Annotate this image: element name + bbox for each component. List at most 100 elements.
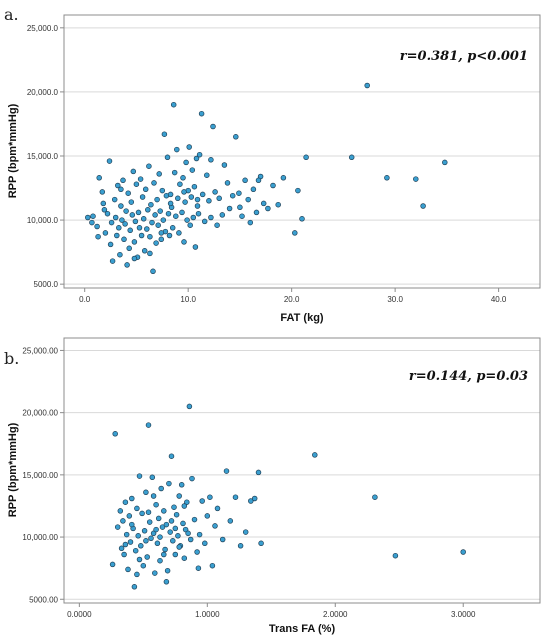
data-point [118, 186, 124, 193]
data-point [186, 144, 192, 150]
data-point [107, 241, 114, 248]
data-point [184, 217, 190, 223]
data-point [147, 250, 153, 257]
data-point [142, 186, 149, 193]
data-point [158, 230, 165, 236]
data-point [150, 493, 157, 499]
x-tick-label: 30.0 [387, 295, 403, 304]
data-point [237, 204, 243, 211]
data-point [114, 524, 121, 530]
data-point [132, 547, 139, 554]
data-point [167, 191, 174, 198]
data-point [191, 183, 198, 190]
data-point [210, 123, 216, 130]
data-point [129, 212, 136, 218]
data-point [392, 552, 399, 559]
x-tick-labels-a: 0.0 10.0 20.0 30.0 40.0 [79, 288, 507, 304]
data-point [155, 222, 161, 228]
scatter-panel-a: a. 5000.0 10,000.0 15,000.0 20,000.0 25,000.… [4, 5, 541, 324]
data-point [182, 526, 189, 533]
data-point [171, 504, 177, 510]
plot-frame-b [63, 337, 541, 604]
x-tick-label: 20.0 [284, 295, 300, 304]
y-tick-label: 10,000.0 [27, 216, 59, 225]
data-point [182, 199, 188, 205]
y-tick-label: 5000.00 [29, 595, 58, 604]
data-point [130, 168, 137, 175]
data-point [104, 210, 111, 217]
grid-b [64, 349, 540, 600]
data-point [123, 531, 130, 538]
data-point [151, 180, 157, 186]
data-point [188, 194, 195, 200]
data-point [136, 473, 143, 479]
data-point [251, 495, 258, 502]
data-point [154, 196, 160, 203]
plot-frame-a [63, 14, 541, 289]
data-point [196, 531, 203, 538]
data-point [159, 524, 166, 530]
data-point [384, 175, 390, 181]
data-point [100, 200, 107, 207]
y-tick-label: 20,000.00 [22, 409, 58, 418]
data-point [127, 539, 134, 545]
data-point [166, 232, 173, 239]
data-point [413, 176, 419, 182]
data-point [112, 431, 118, 437]
data-point [420, 203, 426, 209]
data-point [247, 219, 254, 226]
data-point [134, 505, 140, 512]
data-point [245, 196, 251, 203]
data-point [170, 101, 177, 108]
data-point [229, 192, 236, 199]
data-point [258, 540, 264, 547]
data-point [90, 213, 96, 219]
data-point [148, 201, 154, 208]
data-point [141, 248, 148, 254]
data-point [101, 207, 108, 213]
y-tick-label: 25,000.0 [27, 24, 59, 33]
data-point [187, 222, 193, 228]
data-point [237, 543, 244, 549]
data-point [143, 538, 149, 544]
data-point [180, 520, 186, 527]
data-point [150, 530, 157, 537]
y-tick-label: 5000.0 [34, 280, 59, 289]
data-point [118, 545, 125, 552]
data-point [153, 501, 159, 508]
data-point [204, 172, 210, 178]
data-point [144, 226, 150, 232]
data-point [181, 503, 188, 509]
data-point [111, 196, 118, 203]
data-point [161, 551, 167, 558]
data-point [172, 551, 179, 558]
data-point [250, 186, 257, 193]
y-tick-label: 15,000.00 [22, 471, 58, 480]
data-point [109, 258, 116, 264]
data-point [195, 210, 202, 217]
data-point [141, 528, 148, 534]
data-point [212, 189, 218, 195]
data-point [118, 203, 124, 209]
data-point [119, 217, 125, 223]
data-point [253, 209, 260, 216]
data-point [166, 480, 172, 487]
data-point [181, 555, 188, 561]
data-point [303, 154, 309, 161]
data-point [158, 236, 165, 243]
data-point [124, 262, 130, 268]
data-point [173, 511, 180, 518]
data-point [129, 495, 135, 502]
x-tick-label: 3.0000 [451, 610, 476, 619]
data-point [224, 180, 231, 186]
data-point [128, 199, 135, 205]
data-point [96, 175, 102, 181]
data-point [185, 530, 191, 537]
data-point [187, 536, 194, 543]
data-point [117, 251, 123, 258]
data-point [189, 167, 196, 173]
data-point [179, 209, 185, 216]
data-point [204, 513, 211, 519]
data-point [133, 181, 140, 187]
data-point [122, 541, 129, 548]
